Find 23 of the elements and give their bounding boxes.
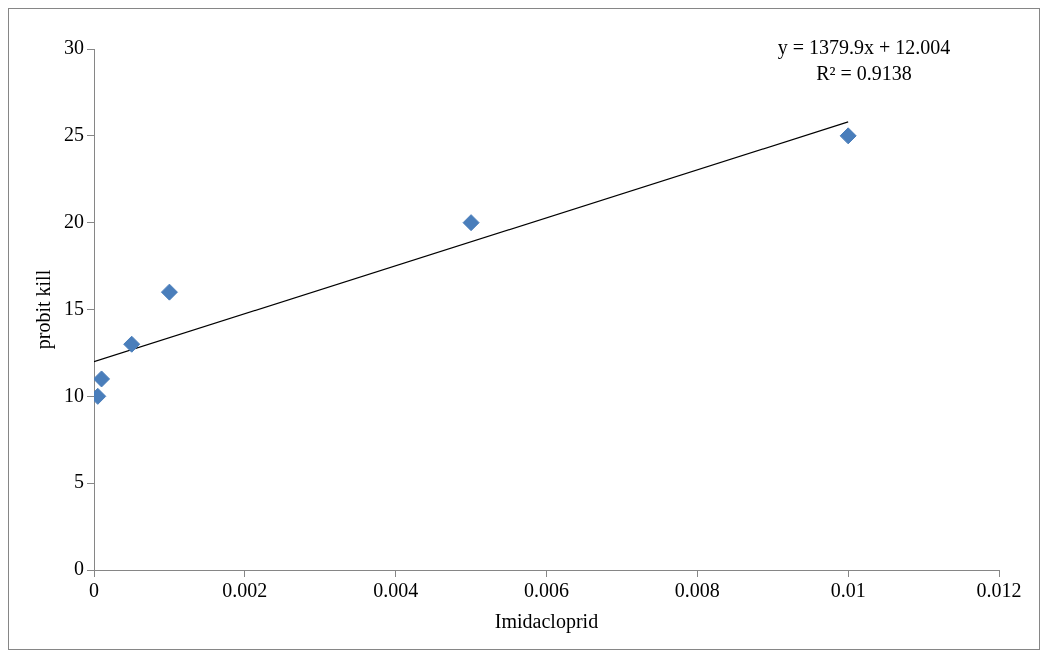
x-tick-label: 0.002 [222, 579, 268, 602]
y-tick-label: 30 [64, 36, 84, 59]
point [123, 335, 141, 353]
point [160, 283, 178, 301]
x-tick-label: 0.012 [976, 579, 1022, 602]
y-tick-label: 25 [64, 123, 84, 146]
y-tick-label: 0 [74, 557, 84, 580]
y-tick-label: 5 [74, 470, 84, 493]
x-tick-label: 0.008 [674, 579, 720, 602]
x-tick-label: 0 [89, 579, 99, 602]
y-tick-label: 20 [64, 209, 84, 232]
point [94, 370, 111, 388]
y-tick-label: 15 [64, 296, 84, 319]
x-tick-label: 0.006 [524, 579, 569, 602]
x-tick-label: 0.01 [830, 579, 866, 602]
annotation: y = 1379.9x + 12.004 [777, 36, 951, 60]
annotation: R² = 0.9138 [816, 62, 912, 85]
y-axis-title: probit kill [32, 269, 56, 350]
point [462, 214, 480, 232]
x-tick-label: 0.004 [373, 579, 419, 602]
point [839, 127, 857, 145]
x-axis-title: Imidacloprid [494, 610, 599, 634]
y-tick-label: 10 [64, 383, 84, 406]
